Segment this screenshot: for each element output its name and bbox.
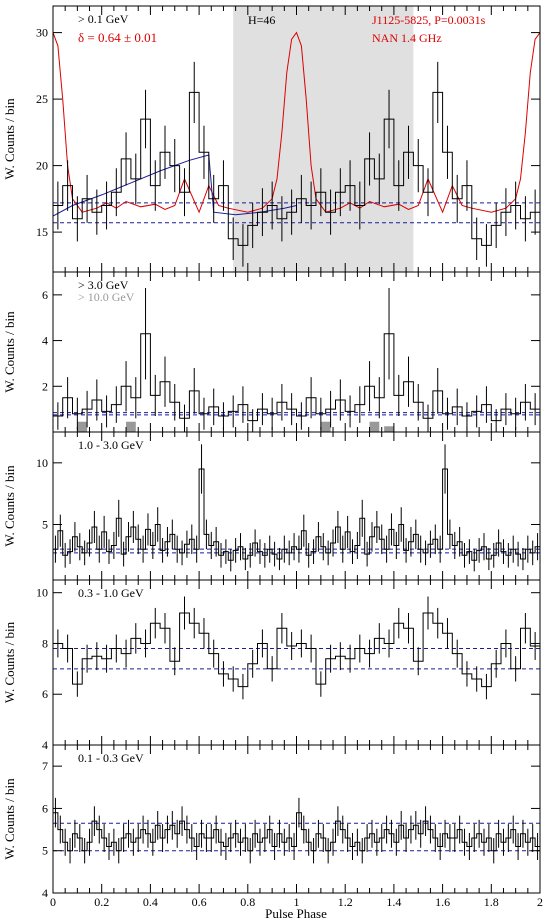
y-tick-label: 30 — [36, 26, 48, 40]
panel-0-pulsar-label: J1125-5825, P=0.0031s — [372, 13, 486, 27]
y-tick-label: 5 — [42, 844, 48, 858]
panel-4: 4 5 6 7 W. Counts / bin 0.1 - 0.3 GeV — [2, 744, 541, 900]
x-tick-label: 2 — [537, 895, 543, 909]
panel-1-energy-label: > 3.0 GeV — [78, 278, 129, 292]
panel-3: 4 6 8 10 W. Counts / bin 0.3 - 1.0 GeV — [2, 579, 541, 752]
y-tick-label: 20 — [36, 159, 48, 173]
gray-bar — [384, 426, 394, 432]
gray-bar — [77, 421, 88, 432]
panel-2-energy-label: 1.0 - 3.0 GeV — [78, 438, 144, 452]
y-tick-label: 2 — [42, 379, 48, 393]
panel-0: 15 20 25 30 W. Counts / bin > 0.1 GeV δ = 0… — [2, 5, 541, 273]
gray-bar — [369, 421, 380, 432]
x-tick-label: 1.8 — [484, 895, 499, 909]
radio-profile-line — [52, 31, 541, 214]
panel-4-energy-label: 0.1 - 0.3 GeV — [78, 751, 144, 765]
x-axis-label: Pulse Phase — [265, 906, 327, 921]
y-tick-label: 7 — [42, 759, 48, 773]
panel-2-frame — [52, 431, 541, 581]
y-tick-label: 4 — [42, 334, 48, 348]
x-tick-label: 0 — [50, 895, 56, 909]
x-tick-label: 0.4 — [143, 895, 158, 909]
y-tick-label: 4 — [42, 886, 48, 900]
y-tick-label: 6 — [42, 801, 48, 815]
x-tick-label: 0.6 — [192, 895, 207, 909]
panel-0-delta-label: δ = 0.64 ± 0.01 — [78, 30, 157, 45]
panel-0-ylabel: W. Counts / bin — [2, 98, 17, 180]
x-tick-label: 1 — [294, 895, 300, 909]
x-tick-label: 1.4 — [386, 895, 401, 909]
y-tick-label: 8 — [42, 636, 48, 650]
y-tick-label: 10 — [36, 456, 48, 470]
panel-0-radio-label: NAN 1.4 GHz — [372, 31, 442, 45]
panel-1: 2 4 6 W. Counts / bin > 3.0 GeV > 10.0 GeV — [2, 271, 541, 433]
histogram-line — [53, 812, 540, 852]
panel-3-energy-label: 0.3 - 1.0 GeV — [78, 586, 144, 600]
panel-4-ylabel: W. Counts / bin — [2, 778, 17, 860]
y-tick-label: 15 — [36, 225, 48, 239]
panel-2: 5 10 W. Counts / bin 1.0 - 3.0 GeV — [2, 431, 541, 581]
y-tick-label: 10 — [36, 586, 48, 600]
gray-bar — [320, 421, 331, 432]
panel-0-h-test-label: H=46 — [248, 13, 275, 27]
panel-1-energy-label-2: > 10.0 GeV — [78, 290, 135, 304]
gray-bar — [126, 421, 136, 432]
x-axis-tick-labels: 0 0.2 0.4 0.6 0.8 1 1.2 1.4 1.6 1.8 2 — [50, 895, 543, 909]
x-tick-label: 0.2 — [94, 895, 109, 909]
y-tick-label: 5 — [42, 518, 48, 532]
y-tick-label: 25 — [36, 92, 48, 106]
histogram-line — [53, 468, 540, 561]
x-tick-label: 0.8 — [240, 895, 255, 909]
panel-0-energy-label: > 0.1 GeV — [78, 12, 129, 26]
y-tick-label: 4 — [42, 738, 48, 752]
panel-2-ylabel: W. Counts / bin — [2, 465, 17, 547]
onpulse-band — [233, 6, 414, 272]
panel-3-ylabel: W. Counts / bin — [2, 621, 17, 703]
x-tick-label: 1.2 — [338, 895, 353, 909]
y-tick-label: 6 — [42, 288, 48, 302]
x-tick-label: 1.6 — [435, 895, 450, 909]
y-tick-label: 6 — [42, 687, 48, 701]
panel-1-ylabel: W. Counts / bin — [2, 311, 17, 393]
